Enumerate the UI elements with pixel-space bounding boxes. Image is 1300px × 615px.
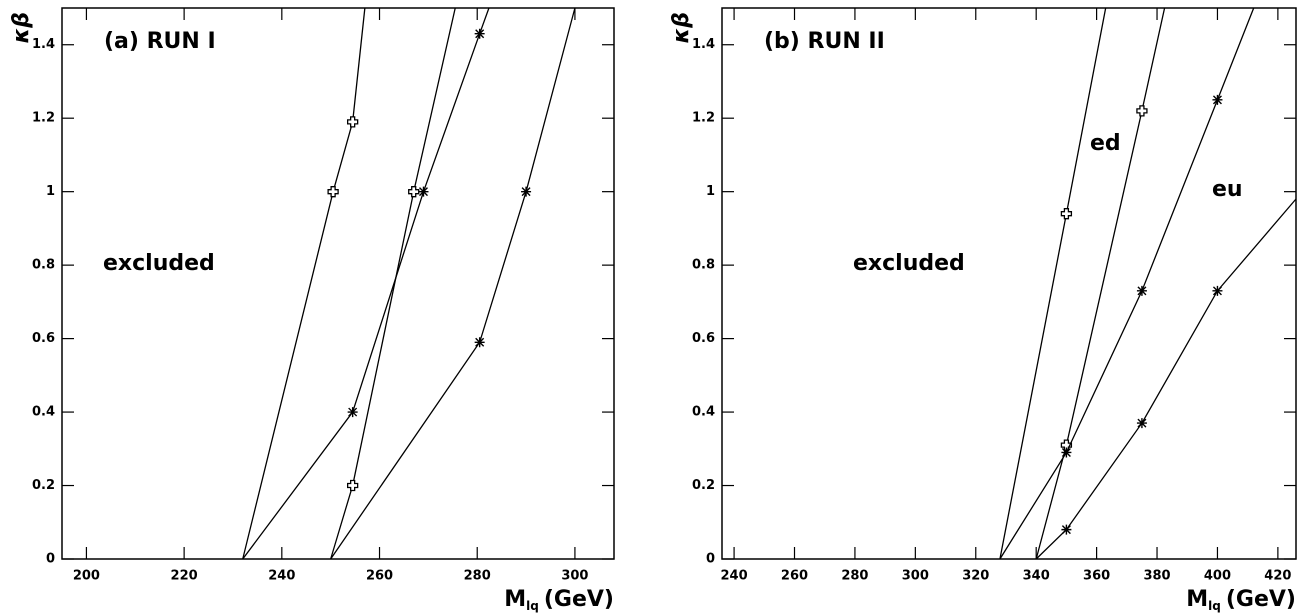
star-marker [1136,418,1147,429]
series-line [242,7,490,560]
plus-marker [1136,105,1148,117]
star-marker [1061,447,1072,458]
x-tick-label: 280 [464,569,491,584]
x-tick-label: 420 [1264,569,1291,584]
x-tick-label: 220 [171,569,198,584]
y-tick-label: 0.4 [32,405,55,420]
x-label-sub: lq [526,599,539,613]
data-point [1060,208,1073,220]
plus-marker [1060,208,1073,220]
y-tick-label: 0.4 [692,405,715,420]
panel-title: (b) RUN II [764,29,885,54]
data-point [1136,285,1147,296]
star-marker [1136,285,1147,296]
x-label-main: M [1186,587,1208,612]
star-marker [1212,94,1223,105]
y-tick-label: 0.8 [692,258,715,273]
data-point [1136,105,1148,117]
x-tick-label: 300 [902,569,929,584]
data-point [474,337,485,348]
x-label-unit: (GeV) [1226,587,1296,612]
x-label-main: M [504,587,526,612]
x-axis-label: Mlq (GeV) [1186,587,1296,613]
x-tick-label: 280 [841,569,868,584]
plot-frame [721,7,1297,560]
data-point [347,116,359,128]
series-line [330,7,576,560]
data-point [474,28,485,39]
annotation: eu [1212,177,1243,202]
x-tick-label: 260 [781,569,808,584]
y-tick-label: 0 [706,552,715,567]
y-tick-label: 0.8 [32,258,55,273]
star-marker [521,186,532,197]
y-tick-label: 0.2 [692,478,715,493]
data-point [1212,94,1223,105]
data-point [418,186,429,197]
star-marker [474,28,485,39]
data-point [1212,285,1223,296]
star-marker [474,337,485,348]
x-tick-label: 340 [1023,569,1050,584]
panel-title: (a) RUN I [104,29,216,54]
y-tick-label: 1 [46,184,55,199]
data-point [347,479,359,492]
y-tick-label: 0.6 [692,331,715,346]
series-line [1035,198,1297,560]
annotation: excluded [853,251,965,276]
y-tick-label: 1.2 [32,111,55,126]
y-tick-label: 0.2 [32,478,55,493]
data-point [408,186,420,198]
plus-marker [327,186,339,198]
x-label-sub: lq [1208,599,1221,613]
y-axis-label: κβ [669,12,694,43]
y-axis-label: κβ [9,12,34,43]
x-tick-label: 240 [268,569,295,584]
y-tick-label: 1.4 [32,37,55,52]
data-point [327,186,339,198]
x-tick-label: 380 [1143,569,1170,584]
data-point [521,186,532,197]
series-line [242,7,366,560]
y-tick-label: 1.2 [692,111,715,126]
series-line [999,7,1255,560]
annotation: ed [1090,131,1121,156]
y-tick-label: 0 [46,552,55,567]
x-tick-label: 360 [1083,569,1110,584]
x-tick-label: 300 [561,569,588,584]
star-marker [1061,524,1072,535]
plus-marker [347,479,359,492]
x-tick-label: 240 [721,569,748,584]
star-marker [347,407,358,418]
x-tick-label: 320 [962,569,989,584]
plot-frame [61,7,615,560]
y-tick-label: 1.4 [692,37,715,52]
data-point [1136,418,1147,429]
x-tick-label: 200 [73,569,100,584]
star-marker [1212,285,1223,296]
y-tick-label: 0.6 [32,331,55,346]
x-tick-label: 400 [1204,569,1231,584]
data-point [347,407,358,418]
data-point [1061,524,1072,535]
x-axis-label: Mlq (GeV) [504,587,614,613]
x-label-unit: (GeV) [544,587,614,612]
data-point [1061,447,1072,458]
y-tick-label: 1 [706,184,715,199]
plus-marker [347,116,359,128]
star-marker [418,186,429,197]
x-tick-label: 260 [366,569,393,584]
series-line [330,7,456,560]
series-line [999,7,1107,560]
annotation: excluded [103,251,215,276]
plus-marker [408,186,420,198]
series-line [1035,7,1166,560]
